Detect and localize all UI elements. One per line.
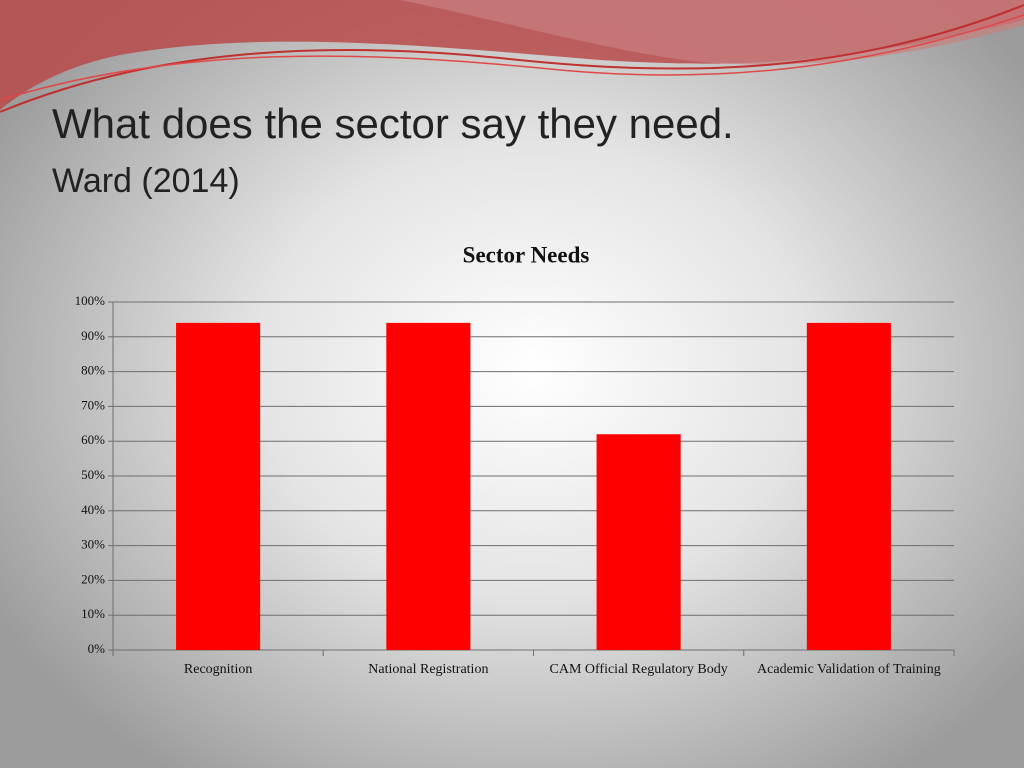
- bar: [806, 322, 891, 650]
- x-tick-label: CAM Official Regulatory Body: [549, 662, 728, 677]
- x-tick-label: Academic Validation of Training: [757, 662, 941, 677]
- slide-title: What does the sector say they need.: [52, 100, 734, 147]
- slide-subtitle: Ward (2014): [52, 162, 240, 200]
- chart-title: Sector Needs: [463, 242, 590, 267]
- y-tick-label: 100%: [75, 293, 106, 308]
- y-tick-label: 20%: [81, 571, 105, 586]
- y-tick-label: 60%: [81, 432, 105, 447]
- x-tick-label: National Registration: [368, 662, 489, 677]
- y-tick-label: 0%: [88, 641, 106, 656]
- decor-line: [0, 14, 1024, 101]
- y-tick-label: 80%: [81, 363, 105, 378]
- bar: [386, 322, 471, 650]
- y-tick-label: 70%: [81, 397, 105, 412]
- y-tick-label: 30%: [81, 537, 105, 552]
- y-tick-label: 90%: [81, 328, 105, 343]
- decor-wave: [400, 0, 1024, 65]
- x-tick-label: Recognition: [183, 662, 253, 677]
- y-tick-label: 10%: [81, 606, 105, 621]
- bar: [176, 322, 261, 650]
- bar: [596, 434, 681, 650]
- y-tick-label: 40%: [81, 502, 105, 517]
- y-tick-label: 50%: [81, 467, 105, 482]
